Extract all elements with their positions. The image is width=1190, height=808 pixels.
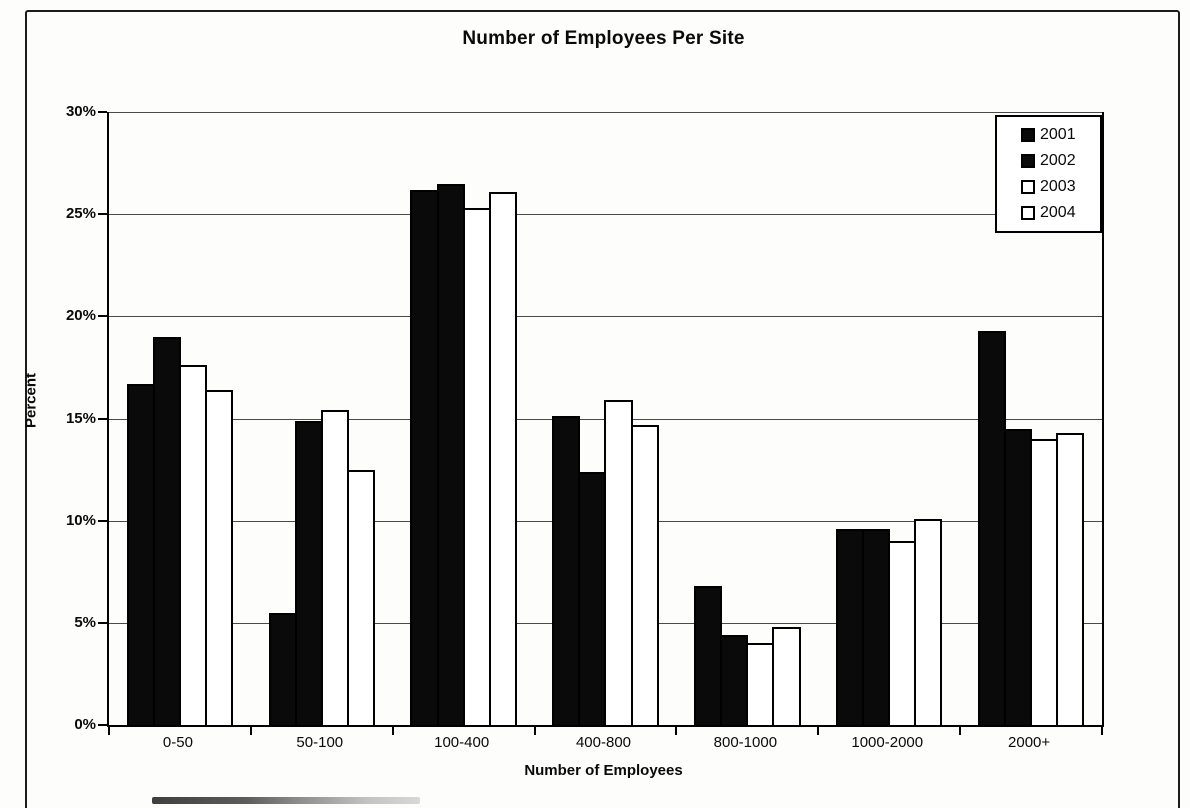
legend-swatch-icon bbox=[1021, 128, 1035, 142]
legend-label: 2002 bbox=[1040, 152, 1076, 169]
bar-2003-50-100 bbox=[320, 410, 349, 725]
y-axis-tick bbox=[98, 621, 107, 624]
x-axis-tick bbox=[959, 727, 962, 735]
bar-2004-800-1000 bbox=[772, 626, 801, 725]
legend-swatch-icon bbox=[1021, 154, 1035, 168]
bar-2003-800-1000 bbox=[746, 643, 775, 725]
gridline bbox=[109, 112, 1102, 113]
scan-artifact bbox=[152, 797, 420, 804]
bar-2002-400-800 bbox=[578, 471, 607, 725]
bar-2002-100-400 bbox=[436, 183, 465, 725]
y-tick-label: 10% bbox=[65, 511, 96, 529]
x-axis-tick bbox=[817, 727, 820, 735]
x-axis-title: Number of Employees bbox=[524, 762, 683, 779]
bar-2001-400-800 bbox=[552, 416, 581, 725]
bar-group-800-1000 bbox=[676, 112, 818, 725]
gridline bbox=[109, 316, 1102, 318]
x-axis-tick bbox=[391, 727, 394, 735]
bar-2002-0-50 bbox=[152, 336, 181, 725]
bar-cluster bbox=[836, 112, 943, 725]
x-tick-label: 2000+ bbox=[1008, 734, 1051, 751]
x-axis-tick bbox=[108, 727, 110, 735]
bar-2004-0-50 bbox=[205, 389, 234, 725]
legend-label: 2003 bbox=[1040, 178, 1076, 195]
x-axis-tick bbox=[1101, 727, 1103, 735]
y-tick-label: 20% bbox=[65, 307, 96, 325]
bar-group-50-100 bbox=[251, 112, 393, 725]
bar-cluster bbox=[977, 112, 1085, 725]
legend-item-2001: 2001 bbox=[1021, 122, 1096, 148]
page-border bbox=[25, 10, 1180, 808]
bar-2004-1000-2000 bbox=[914, 518, 943, 725]
bar-2001-1000-2000 bbox=[836, 528, 865, 725]
bar-group-400-800 bbox=[535, 112, 677, 725]
bar-2001-100-400 bbox=[410, 189, 439, 725]
y-axis-tick bbox=[98, 315, 107, 318]
legend-item-2004: 2004 bbox=[1021, 200, 1096, 226]
x-tick-label: 0-50 bbox=[162, 734, 193, 751]
bar-2002-800-1000 bbox=[720, 635, 749, 725]
legend-swatch-icon bbox=[1021, 180, 1035, 194]
bar-2003-100-400 bbox=[462, 208, 491, 725]
x-tick-label: 1000-2000 bbox=[851, 734, 924, 751]
y-tick-label: 15% bbox=[65, 409, 96, 427]
bar-2004-100-400 bbox=[488, 191, 517, 725]
bar-cluster bbox=[268, 112, 375, 725]
bar-cluster bbox=[552, 112, 659, 725]
bar-2001-50-100 bbox=[268, 612, 297, 725]
x-tick-labels: 0-50 50-100 100-400 400-800 800-1000 1000-200… bbox=[107, 734, 1100, 751]
x-tick-label: 800-1000 bbox=[713, 734, 778, 751]
legend-label: 2004 bbox=[1040, 204, 1076, 221]
bar-2003-1000-2000 bbox=[888, 541, 917, 725]
legend-item-2003: 2003 bbox=[1021, 174, 1096, 200]
y-axis-tick bbox=[98, 519, 107, 522]
bar-2003-2000+ bbox=[1030, 438, 1059, 725]
x-tick-label: 400-800 bbox=[575, 734, 632, 751]
bar-2004-2000+ bbox=[1056, 432, 1085, 725]
chart-title: Number of Employees Per Site bbox=[462, 28, 745, 49]
bar-group-0-50 bbox=[109, 112, 251, 725]
y-tick-label: 5% bbox=[74, 613, 96, 631]
plot-area: 2001 2002 2003 2004 bbox=[98, 111, 1104, 735]
bar-2003-0-50 bbox=[178, 365, 207, 725]
gridline bbox=[109, 214, 1102, 216]
bar-2002-50-100 bbox=[294, 420, 323, 725]
y-axis-tick bbox=[98, 417, 107, 420]
bar-group-2000+ bbox=[960, 112, 1102, 725]
x-axis-tick bbox=[249, 727, 252, 735]
legend-item-2002: 2002 bbox=[1021, 148, 1096, 174]
bar-cluster bbox=[126, 112, 234, 725]
bar-group-100-400 bbox=[393, 112, 535, 725]
legend-label: 2001 bbox=[1040, 126, 1076, 143]
y-tick-label: 30% bbox=[65, 103, 96, 120]
bar-group-1000-2000 bbox=[818, 112, 960, 725]
x-axis-tick bbox=[675, 727, 678, 735]
legend: 2001 2002 2003 2004 bbox=[995, 115, 1102, 233]
bar-2002-1000-2000 bbox=[862, 528, 891, 725]
x-tick-label: 50-100 bbox=[296, 734, 344, 751]
y-tick-label: 25% bbox=[65, 205, 96, 223]
y-axis-tick bbox=[98, 111, 107, 113]
bar-2004-400-800 bbox=[630, 424, 659, 725]
x-axis-tick bbox=[533, 727, 536, 735]
y-tick-labels: 0% 5% 10% 15% 20% 25% 30% bbox=[0, 103, 107, 733]
bar-2001-800-1000 bbox=[694, 586, 723, 725]
bar-2003-400-800 bbox=[604, 400, 633, 725]
y-tick-label: 0% bbox=[74, 716, 96, 733]
bar-2001-0-50 bbox=[126, 383, 155, 725]
bar-2002-2000+ bbox=[1003, 428, 1033, 725]
bar-2001-2000+ bbox=[977, 330, 1006, 725]
bar-groups bbox=[109, 112, 1102, 725]
x-tick-label: 100-400 bbox=[434, 734, 490, 751]
bar-2004-50-100 bbox=[346, 469, 375, 725]
legend-swatch-icon bbox=[1021, 206, 1035, 220]
bar-cluster bbox=[694, 112, 801, 725]
bar-cluster bbox=[410, 112, 517, 725]
y-axis-tick bbox=[98, 724, 107, 726]
y-axis-tick bbox=[98, 213, 107, 216]
